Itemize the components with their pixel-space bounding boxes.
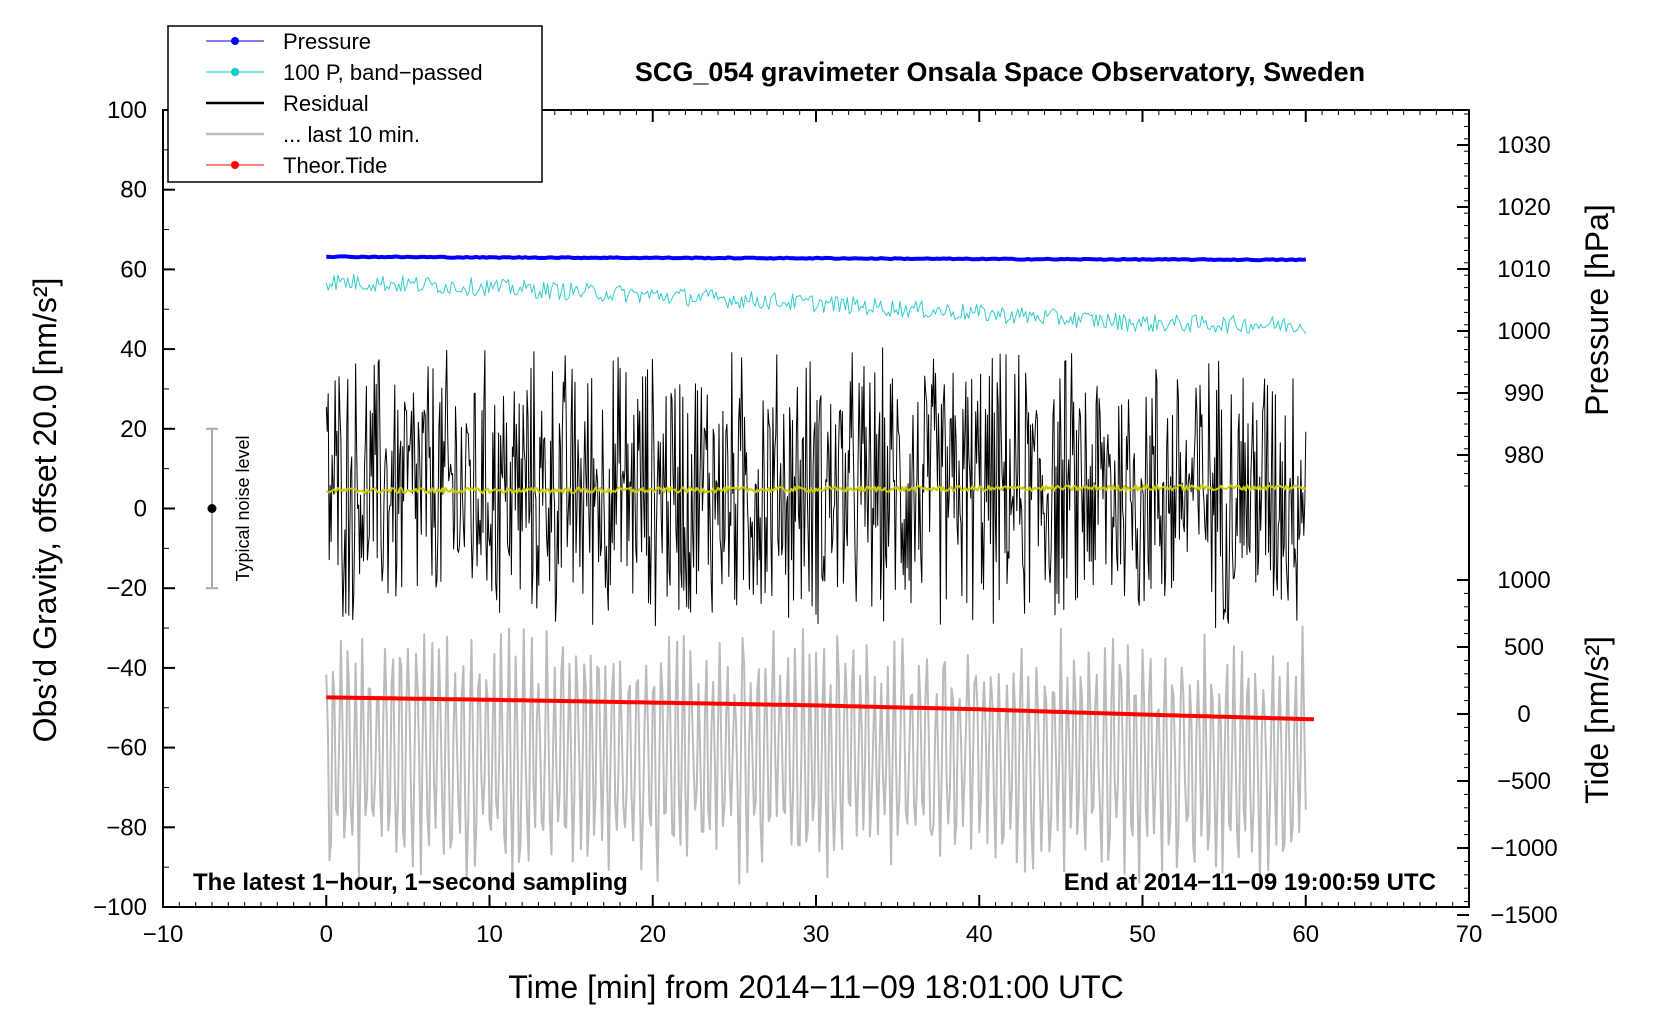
noise-bar-dot — [207, 504, 217, 513]
x-axis-label: Time [min] from 2014−11−09 18:01:00 UTC — [508, 969, 1123, 1005]
tide-tick-label: −1500 — [1490, 902, 1557, 929]
x-tick-label: 20 — [639, 921, 666, 948]
pressure-tick-label: 1000 — [1497, 318, 1550, 345]
tide-tick-label: 500 — [1504, 634, 1544, 661]
y-tick-label: −40 — [106, 655, 147, 682]
y-tick-label: 80 — [120, 177, 147, 204]
series-pressure — [326, 254, 1307, 263]
legend-items: Pressure 100 P, band−passed Residual ... la… — [206, 29, 483, 178]
y-tick-label: 100 — [107, 97, 147, 124]
y-tick-label: 20 — [120, 416, 147, 443]
annotation-left: The latest 1−hour, 1−second sampling — [193, 869, 628, 896]
pressure-tick-label: 1010 — [1497, 256, 1550, 283]
legend-label-residual: Residual — [283, 91, 369, 116]
series-layer — [325, 254, 1314, 886]
legend-label-theor-tide: Theor.Tide — [283, 153, 387, 178]
series-theor-tide — [326, 695, 1314, 722]
tide-tick-label: 1000 — [1497, 567, 1550, 594]
x-tick-label: 10 — [476, 921, 503, 948]
legend-label-100-p-band-passed: 100 P, band−passed — [283, 60, 483, 85]
x-tick-label: 60 — [1292, 921, 1319, 948]
x-tick-label: 40 — [966, 921, 993, 948]
y-tick-label: 0 — [134, 496, 147, 523]
tide-tick-label: 0 — [1517, 701, 1530, 728]
noise-level-label: Typical noise level — [233, 435, 253, 581]
x-tick-label: −10 — [143, 921, 184, 948]
y-axis-label-tide: Tide [nm/s²] — [1579, 636, 1615, 804]
y-tick-label: −100 — [93, 894, 147, 921]
pressure-tick-label: 1020 — [1497, 194, 1550, 221]
tide-tick-label: −1000 — [1490, 835, 1557, 862]
tide-tick-label: −500 — [1497, 768, 1551, 795]
x-tick-label: 30 — [803, 921, 830, 948]
legend-marker-pressure — [231, 37, 239, 45]
series-last-10-min — [325, 625, 1307, 886]
y-tick-label: −60 — [106, 735, 147, 762]
y-tick-label: 40 — [120, 336, 147, 363]
y-tick-label: 60 — [120, 256, 147, 283]
y-axis-label-left: Obs’d Gravity, offset 20.0 [nm/s²] — [27, 278, 63, 743]
legend-label-last-10-min: ... last 10 min. — [283, 122, 420, 147]
y-tick-label: −20 — [106, 575, 147, 602]
chart-title: SCG_054 gravimeter Onsala Space Observat… — [635, 57, 1365, 87]
x-tick-label: 0 — [320, 921, 333, 948]
y-axis-label-pressure: Pressure [hPa] — [1579, 204, 1615, 416]
x-tick-label: 70 — [1456, 921, 1483, 948]
legend-marker-100-p-band-passed — [231, 68, 239, 76]
y-tick-label: −80 — [106, 814, 147, 841]
pressure-tick-label: 980 — [1504, 442, 1544, 469]
series-residual-mean — [325, 484, 1307, 495]
pressure-tick-label: 990 — [1504, 380, 1544, 407]
annotation-right: End at 2014−11−09 19:00:59 UTC — [1064, 869, 1436, 896]
series-100-p-band-passed — [325, 273, 1307, 335]
legend: Pressure 100 P, band−passed Residual ... la… — [167, 25, 543, 183]
legend-label-pressure: Pressure — [283, 29, 371, 54]
x-tick-label: 50 — [1129, 921, 1156, 948]
legend-marker-theor-tide — [231, 161, 239, 169]
pressure-tick-label: 1030 — [1497, 132, 1550, 159]
axis-ticks: −10 0 10 20 30 40 50 60 70−100−80−60−40−20020406… — [93, 97, 1558, 948]
noise-bar-group: Typical noise level — [205, 427, 253, 590]
